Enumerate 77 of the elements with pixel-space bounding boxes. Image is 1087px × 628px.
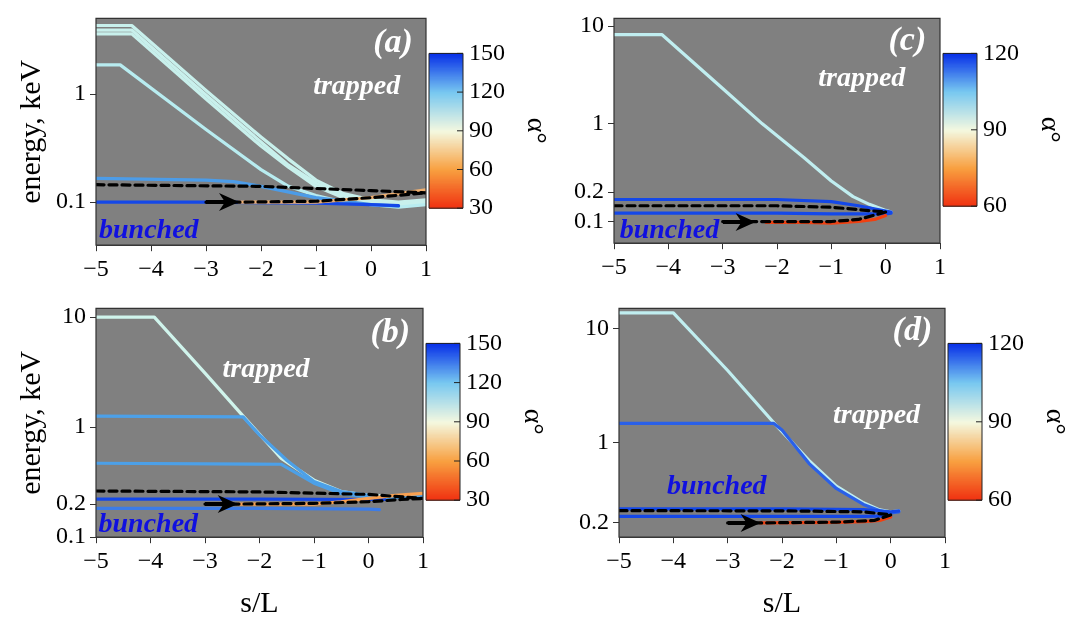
- annotation: (b): [370, 312, 411, 351]
- annotation: (c): [888, 19, 927, 58]
- color-bar-label: 60: [469, 154, 493, 181]
- x-tick-label: −1: [823, 546, 850, 573]
- x-tick-label: −3: [709, 252, 736, 279]
- color-bar-label: 60: [983, 191, 1007, 218]
- x-tick-label: −4: [137, 546, 164, 573]
- x-tick-label: −1: [818, 252, 845, 279]
- y-tick-label: 0.1: [56, 187, 86, 214]
- color-bar-label: 60: [988, 485, 1012, 512]
- color-bar-title: α°: [1040, 408, 1072, 435]
- color-bar-label: 90: [983, 115, 1007, 142]
- color-bar-label: 30: [466, 485, 490, 512]
- annotation: bunched: [667, 469, 768, 501]
- x-tick-label: 0: [362, 546, 375, 573]
- x-tick-label: −5: [83, 546, 109, 573]
- x-tick-label: −4: [660, 546, 687, 573]
- annotation: bunched: [619, 213, 721, 245]
- y-axis-title: energy, keV: [12, 350, 46, 495]
- y-tick-label: 0.2: [574, 177, 604, 204]
- y-tick-label: 1: [74, 79, 86, 106]
- x-axis-title: s/L: [762, 584, 802, 618]
- y-tick-label: 0.2: [56, 489, 86, 516]
- annotation: trapped: [222, 352, 311, 384]
- x-tick-label: −2: [246, 546, 273, 573]
- x-tick-label: −1: [301, 546, 327, 573]
- x-tick-label: −3: [714, 546, 741, 573]
- color-bar-label: 120: [983, 38, 1019, 65]
- color-bar-label: 60: [466, 446, 490, 473]
- color-bar-title: α°: [518, 408, 550, 435]
- x-tick-label: 1: [934, 252, 946, 279]
- annotation: (a): [373, 22, 413, 61]
- color-bar-label: 90: [466, 407, 490, 434]
- color-bar-label: 150: [466, 328, 502, 355]
- color-bar-label: 120: [469, 77, 505, 104]
- x-tick-label: 1: [939, 546, 951, 573]
- x-tick-label: 0: [884, 546, 897, 573]
- color-bar-label: 150: [469, 38, 505, 65]
- x-tick-label: −4: [138, 254, 164, 281]
- y-tick-label: 1: [597, 428, 609, 455]
- color-bar-label: 120: [466, 367, 502, 394]
- x-tick-label: −2: [764, 252, 790, 279]
- x-tick-label: −5: [83, 254, 109, 281]
- x-tick-label: −5: [601, 252, 627, 279]
- color-bar-label: 90: [988, 407, 1012, 434]
- annotation: (d): [892, 310, 933, 349]
- y-tick-label: 10: [580, 11, 604, 38]
- x-tick-label: −5: [606, 546, 632, 573]
- y-axis-title: energy, keV: [12, 59, 46, 204]
- color-bar-label: 120: [988, 328, 1024, 355]
- color-bar-label: 90: [469, 116, 493, 143]
- annotation: trapped: [832, 398, 922, 430]
- y-tick-label: 0.1: [56, 522, 86, 549]
- x-tick-label: −3: [193, 254, 219, 281]
- y-tick-label: 1: [592, 109, 604, 136]
- x-tick-label: −4: [655, 252, 682, 279]
- color-bar-title: α°: [521, 117, 553, 144]
- y-tick-label: 10: [585, 313, 609, 340]
- color-bar-title: α°: [1035, 116, 1067, 143]
- x-tick-label: −1: [303, 254, 329, 281]
- y-tick-label: 0.2: [579, 508, 609, 535]
- x-tick-label: −2: [769, 546, 795, 573]
- x-tick-label: 0: [879, 252, 892, 279]
- y-tick-label: 0.1: [574, 206, 604, 233]
- annotation: bunched: [98, 506, 200, 538]
- x-tick-label: 0: [365, 254, 377, 281]
- y-tick-label: 10: [62, 302, 86, 329]
- x-tick-label: 1: [420, 254, 432, 281]
- y-tick-label: 1: [74, 412, 86, 439]
- x-tick-label: −3: [192, 546, 218, 573]
- color-bar-label: 30: [469, 193, 493, 220]
- x-tick-label: −2: [248, 254, 274, 281]
- x-tick-label: 1: [417, 546, 429, 573]
- annotation: bunched: [99, 212, 200, 244]
- x-axis-title: s/L: [240, 584, 279, 618]
- annotation: trapped: [818, 61, 907, 93]
- annotation: trapped: [313, 68, 402, 100]
